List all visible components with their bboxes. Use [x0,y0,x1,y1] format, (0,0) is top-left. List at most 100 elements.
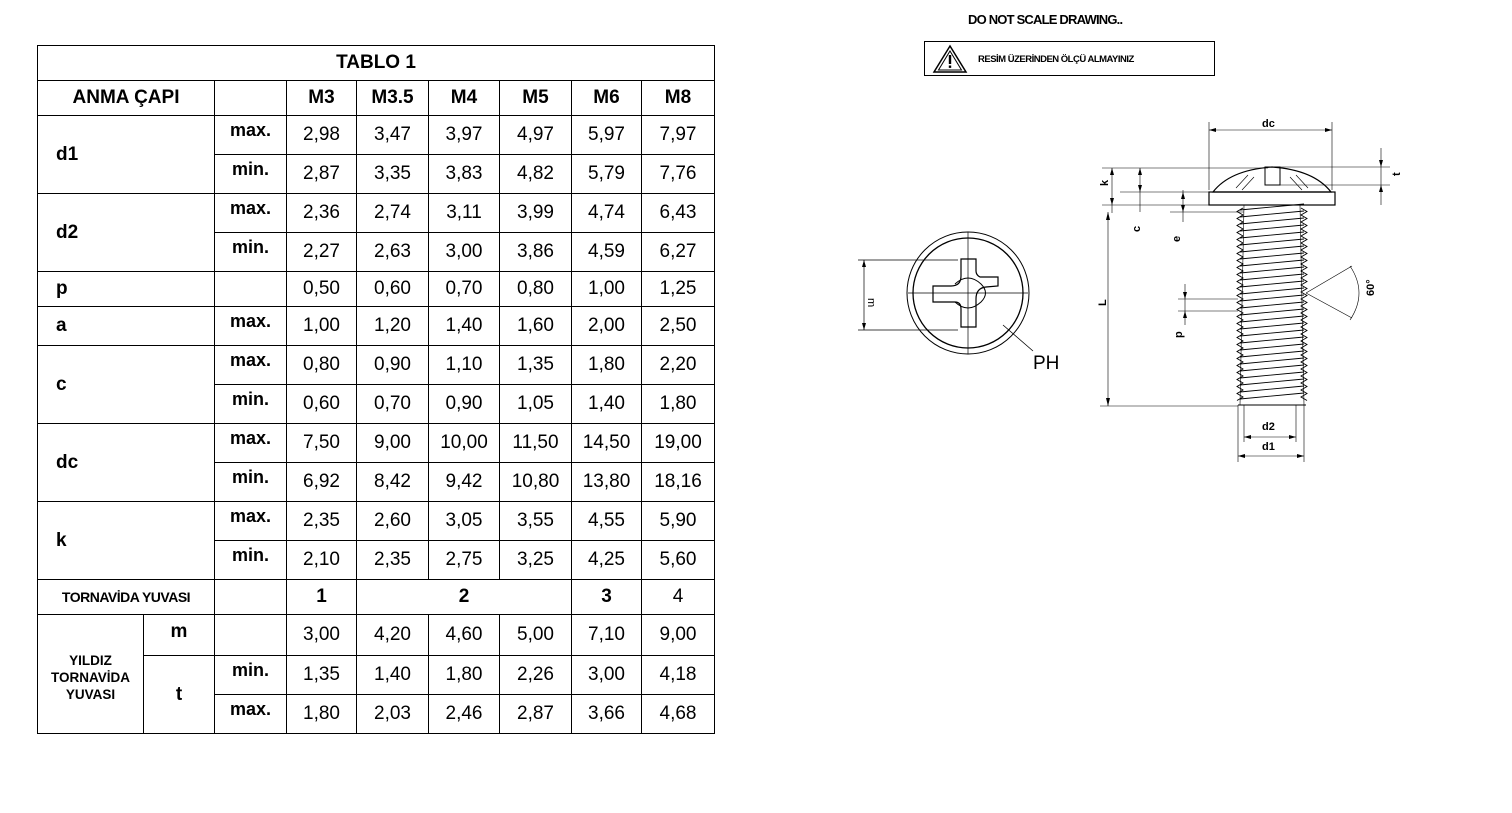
table-cell: 4,59 [571,232,642,272]
table-cell: 19,00 [640,423,716,463]
screwdriver-slot-label: TORNAVİDA YUVASI [37,579,215,615]
dimension-labels: dc k t c e L p 60° d2 d1 m [865,118,1400,453]
table-cell: 7,97 [640,115,716,155]
table-cell: 0,80 [499,271,572,307]
table-cell: 4,55 [571,501,642,541]
table-cell: 1,40 [571,384,642,424]
label-ph: PH [1033,353,1059,374]
table-cell: 5,00 [499,614,572,656]
star-label-line: YUVASI [65,686,116,702]
table-cell: 0,90 [428,384,500,424]
empty-cell [214,614,287,656]
size-header: M3 [286,80,357,116]
table-cell: 2,75 [428,540,500,580]
label-m: m [865,298,877,307]
table-cell: 1,00 [571,271,642,307]
table-cell: 2,87 [286,154,357,194]
nominal-diameter-header: ANMA ÇAPI [37,80,215,116]
table-cell: 2,35 [286,501,357,541]
table-cell: 6,92 [286,462,357,502]
table-cell: 10,80 [499,462,572,502]
table-cell: 3,55 [499,501,572,541]
table-cell: 0,90 [356,345,429,385]
table-cell: 1,80 [428,655,500,695]
empty-cell [214,271,287,307]
table-cell: 3,99 [499,193,572,233]
table-title: TABLO 1 [36,45,716,81]
size-header: M3.5 [356,80,429,116]
warning-icon [932,44,968,73]
param-label-m: m [143,614,215,656]
table-cell: 9,00 [356,423,429,463]
table-cell: 1,80 [640,384,716,424]
table-cell: 1,25 [640,271,716,307]
slot-number: 1 [286,579,357,615]
table-cell: 7,50 [286,423,357,463]
table-cell: 3,00 [428,232,500,272]
param-label-a: a [37,306,215,346]
table-cell: 2,36 [286,193,357,233]
limit-label: min. [214,154,287,194]
table-cell: 1,35 [286,655,357,695]
side-view [1100,122,1390,462]
limit-label: min. [214,462,287,502]
label-dc: dc [1262,118,1275,130]
table-cell: 4,18 [640,655,716,695]
label-d2: d2 [1262,421,1275,433]
table-cell: 5,97 [571,115,642,155]
label-e: e [1171,236,1183,242]
star-recess-label: YILDIZ TORNAVİDA YUVASI [37,614,144,734]
table-cell: 4,68 [640,694,716,734]
table-cell: 0,60 [356,271,429,307]
table-cell: 3,35 [356,154,429,194]
table-cell: 1,10 [428,345,500,385]
table-cell: 2,63 [356,232,429,272]
limit-label: max. [214,115,287,155]
table-cell: 2,20 [640,345,716,385]
table-cell: 5,60 [640,540,716,580]
limit-label: min. [214,655,287,695]
table-cell: 2,26 [499,655,572,695]
measure-warning-box: RESİM ÜZERİNDEN ÖLÇÜ ALMAYINIZ [924,41,1215,76]
table-cell: 0,70 [356,384,429,424]
table-cell: 2,10 [286,540,357,580]
label-angle: 60° [1365,279,1377,296]
table-cell: 18,16 [640,462,716,502]
param-label-d2: d2 [37,193,215,272]
limit-label: max. [214,694,287,734]
table-cell: 4,74 [571,193,642,233]
table-cell: 3,00 [286,614,357,656]
table-cell: 4,20 [356,614,429,656]
table-cell: 14,50 [571,423,642,463]
table-cell: 4,97 [499,115,572,155]
table-cell: 2,00 [571,306,642,346]
table-cell: 1,80 [286,694,357,734]
label-L: L [1097,299,1109,306]
size-header: M5 [499,80,572,116]
table-cell: 6,27 [640,232,716,272]
table-cell: 4,25 [571,540,642,580]
table-cell: 4,60 [428,614,500,656]
dimension-arrows [862,128,1383,458]
limit-label: max. [214,306,287,346]
table-cell: 1,00 [286,306,357,346]
screw-technical-drawing: dc k t c e L p 60° d2 d1 m PH [858,118,1400,462]
table-cell: 1,60 [499,306,572,346]
table-cell: 3,83 [428,154,500,194]
limit-label: min. [214,540,287,580]
label-t: t [1391,172,1400,176]
table-cell: 7,10 [571,614,642,656]
param-label-dc: dc [37,423,215,502]
table-cell: 2,87 [499,694,572,734]
table-cell: 2,27 [286,232,357,272]
param-label-d1: d1 [37,115,215,194]
star-label-line: YILDIZ [69,652,112,668]
table-cell: 1,35 [499,345,572,385]
label-d1: d1 [1262,441,1275,453]
table-cell: 5,90 [640,501,716,541]
empty-cell [214,579,287,615]
table-cell: 0,50 [286,271,357,307]
table-cell: 0,80 [286,345,357,385]
star-label-line: TORNAVİDA [50,669,130,685]
param-label-t: t [143,655,215,734]
